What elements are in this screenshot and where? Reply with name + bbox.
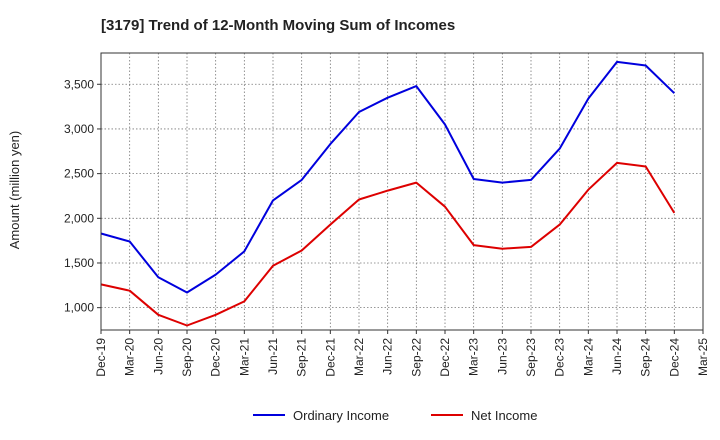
y-tick-label: 3,000 xyxy=(64,122,94,136)
x-tick-label: Dec-24 xyxy=(667,338,681,377)
y-tick-label: 1,000 xyxy=(64,301,94,315)
x-tick-label: Jun-24 xyxy=(610,338,624,375)
y-tick-label: 3,500 xyxy=(64,77,94,91)
y-tick-label: 2,000 xyxy=(64,211,94,225)
x-tick-label: Mar-22 xyxy=(352,338,366,376)
x-tick-label: Dec-19 xyxy=(94,338,108,377)
x-tick-label: Jun-23 xyxy=(495,338,509,375)
x-tick-label: Mar-20 xyxy=(123,338,137,376)
x-tick-label: Mar-24 xyxy=(581,338,595,376)
x-tick-label: Jun-21 xyxy=(266,338,280,375)
x-tick-label: Sep-23 xyxy=(524,338,538,377)
x-tick-label: Sep-24 xyxy=(639,338,653,377)
plot-frame xyxy=(100,52,704,331)
y-axis-ticks: 1,000 1,500 2,000 2,500 3,000 3,500 xyxy=(64,77,101,315)
x-tick-label: Dec-20 xyxy=(209,338,223,377)
x-tick-label: Dec-23 xyxy=(553,338,567,377)
legend: Ordinary Income Net Income xyxy=(253,408,537,423)
x-tick-label: Jun-20 xyxy=(151,338,165,375)
legend-label-net-income: Net Income xyxy=(471,408,537,423)
x-tick-label: Mar-21 xyxy=(237,338,251,376)
x-tick-label: Jun-22 xyxy=(381,338,395,375)
series-line-ordinary-income xyxy=(100,60,675,294)
series-lines xyxy=(100,60,676,327)
chart-title: [3179] Trend of 12-Month Moving Sum of I… xyxy=(101,17,455,34)
x-tick-label: Sep-21 xyxy=(295,338,309,377)
x-axis-ticks: Dec-19 Mar-20 Jun-20 Sep-20 Dec-20 Mar-21 Jun-… xyxy=(94,330,710,377)
x-tick-label: Mar-23 xyxy=(467,338,481,376)
legend-label-ordinary-income: Ordinary Income xyxy=(293,408,389,423)
x-tick-label: Dec-22 xyxy=(438,338,452,377)
grid xyxy=(101,53,703,330)
x-tick-label: Sep-22 xyxy=(409,338,423,377)
series-line-net-income xyxy=(100,161,676,327)
x-tick-label: Sep-20 xyxy=(180,338,194,377)
y-axis-label: Amount (million yen) xyxy=(7,131,22,250)
x-tick-label: Dec-21 xyxy=(323,338,337,377)
x-tick-label: Mar-25 xyxy=(696,338,710,376)
y-tick-label: 2,500 xyxy=(64,167,94,181)
y-tick-label: 1,500 xyxy=(64,256,94,270)
